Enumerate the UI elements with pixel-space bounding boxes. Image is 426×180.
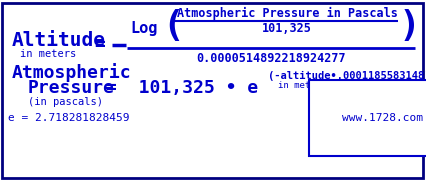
Text: 101,325: 101,325 xyxy=(262,22,312,35)
Text: (: ( xyxy=(162,9,184,43)
Text: Log: Log xyxy=(130,21,157,35)
Text: ): ) xyxy=(399,9,421,43)
Text: in meters: in meters xyxy=(278,80,326,89)
Text: www.1728.com: www.1728.com xyxy=(343,113,423,123)
Text: (-altitude•.0001185583148): (-altitude•.0001185583148) xyxy=(268,71,426,81)
Text: =  101,325 • e: = 101,325 • e xyxy=(106,79,258,97)
Text: Pressure: Pressure xyxy=(28,79,115,97)
Text: =: = xyxy=(94,36,105,54)
Text: Atmospheric: Atmospheric xyxy=(12,64,132,82)
Text: Atmospheric Pressure in Pascals: Atmospheric Pressure in Pascals xyxy=(176,6,397,20)
Text: in meters: in meters xyxy=(20,49,76,59)
Text: Altitude: Altitude xyxy=(12,30,106,50)
Text: (in pascals): (in pascals) xyxy=(28,97,103,107)
Text: 0.0000514892218924277: 0.0000514892218924277 xyxy=(196,53,346,66)
Text: e = 2.718281828459: e = 2.718281828459 xyxy=(8,113,130,123)
